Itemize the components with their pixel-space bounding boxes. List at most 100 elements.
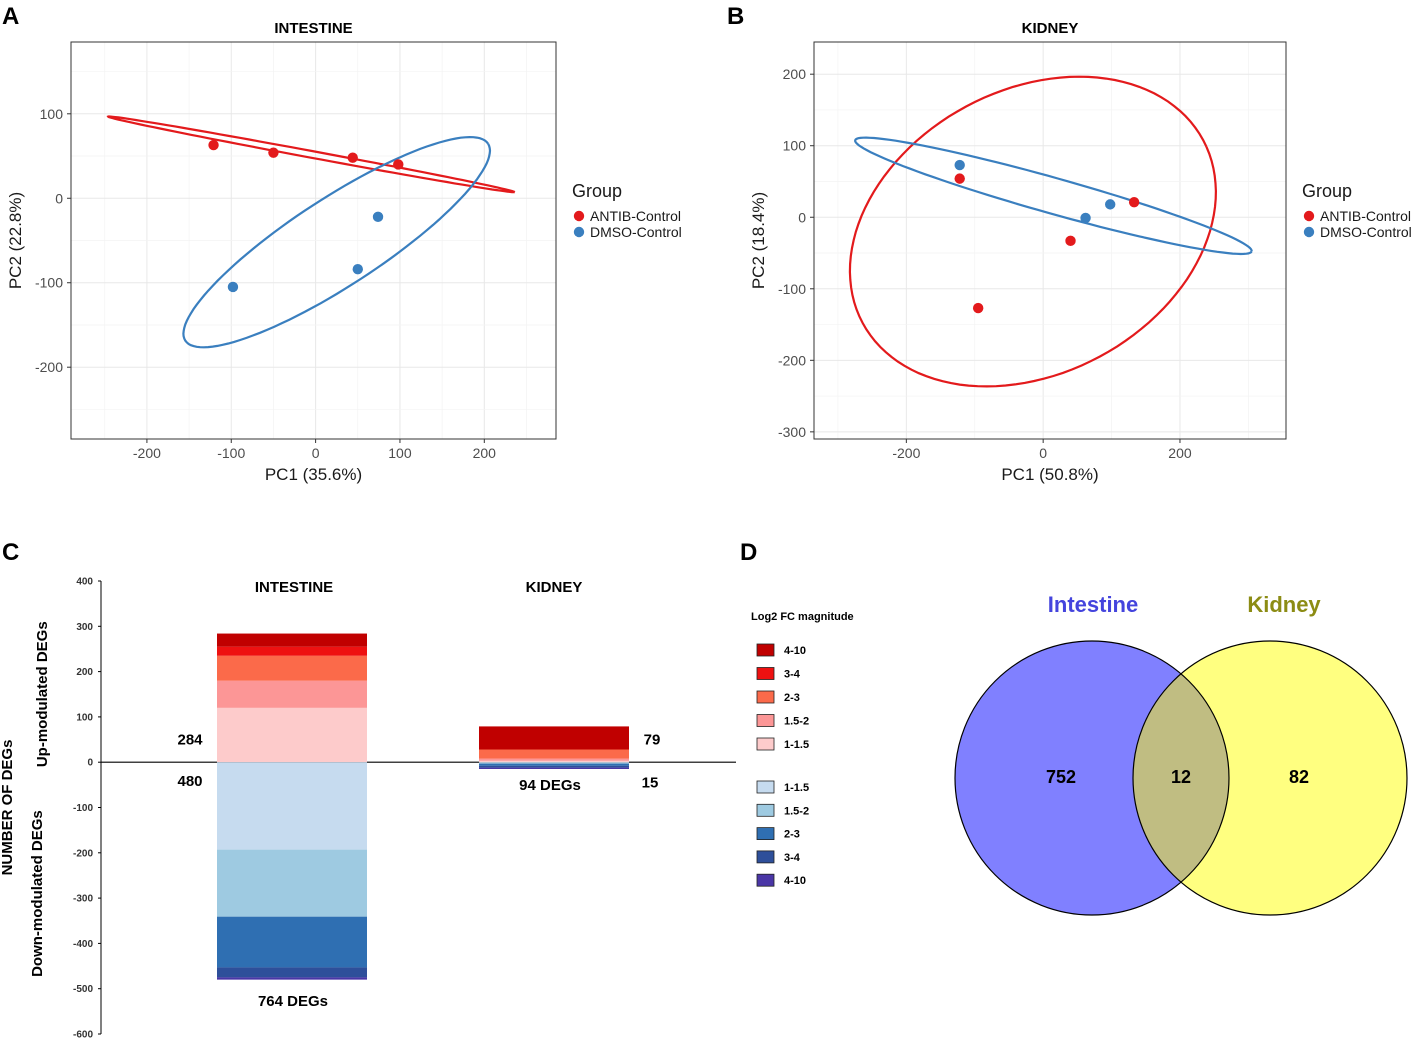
data-point — [1065, 235, 1076, 247]
venn-outline-intestine — [954, 640, 1230, 916]
x-tick-label: -100 — [217, 445, 245, 461]
y-tick-label: 0 — [87, 758, 93, 769]
chart-title: INTESTINE — [274, 20, 352, 37]
data-point — [1128, 197, 1140, 208]
confidence-ellipse — [854, 136, 1253, 256]
legend-label: DMSO-Control — [1320, 224, 1412, 240]
y-tick-label: 0 — [55, 190, 63, 206]
bar-segment-down — [479, 762, 629, 764]
panel-letter-d: D — [740, 539, 757, 566]
venn-intersection — [1133, 641, 1229, 915]
legend-label-down: 1-1.5 — [784, 782, 809, 794]
bar-segment-up — [217, 680, 367, 708]
legend-label-up: 2-3 — [784, 692, 800, 704]
venn-count-kidney: 82 — [1289, 767, 1309, 787]
legend-swatch-up — [756, 714, 775, 727]
plot-frame — [70, 41, 557, 440]
down-total-label: 15 — [642, 775, 659, 792]
y-tick-label: 100 — [783, 138, 807, 154]
legend-label-up: 1-1.5 — [784, 739, 809, 751]
venn-count-intestine: 752 — [1046, 767, 1076, 787]
bar-segment-down — [217, 762, 367, 850]
y-tick-label: 200 — [783, 66, 807, 82]
data-point — [393, 159, 404, 170]
bar-segment-down — [479, 765, 629, 768]
x-tick-label: 0 — [1039, 445, 1047, 461]
data-point — [972, 302, 984, 314]
deg-bar-panel: 400 300 200 100 0 -100 -200 -300 -400 -500 -600 NUM… — [0, 577, 854, 1038]
bar-segment-up — [217, 646, 367, 656]
bar-segment-up — [479, 760, 629, 763]
down-total-label: 480 — [177, 773, 202, 790]
data-point — [227, 281, 239, 293]
y-tick-label: -200 — [778, 352, 806, 368]
legend-marker — [573, 210, 585, 222]
group-title: KIDNEY — [526, 579, 583, 596]
y-axis-label: PC2 (18.4%) — [749, 192, 768, 289]
venn-title-intestine: Intestine — [1048, 592, 1138, 617]
y-tick-label: -200 — [73, 848, 93, 859]
y-axis-label-up: Up-modulated DEGs — [34, 621, 51, 767]
x-axis-label: PC1 (50.8%) — [1001, 465, 1098, 484]
total-degs-label: 94 DEGs — [519, 777, 581, 794]
venn-count-intersection: 12 — [1171, 767, 1191, 787]
x-tick-label: 200 — [473, 445, 497, 461]
y-tick-label: -300 — [73, 894, 93, 905]
x-tick-label: 100 — [388, 445, 412, 461]
x-axis-label: PC1 (35.6%) — [265, 465, 362, 484]
x-tick-label: -200 — [892, 445, 920, 461]
data-point — [954, 159, 965, 171]
y-tick-label: 100 — [40, 106, 64, 122]
data-point — [372, 211, 384, 223]
bar-segment-down — [217, 849, 367, 917]
y-tick-label: 200 — [76, 667, 93, 678]
y-tick-label: -200 — [35, 359, 63, 375]
y-tick-label: -500 — [73, 984, 93, 995]
bar-segment-up — [479, 749, 629, 759]
plot-frame — [813, 41, 1287, 440]
legend-label-down: 3-4 — [784, 852, 801, 864]
legend-swatch-up — [756, 690, 775, 704]
legend-label: ANTIB-Control — [1320, 208, 1411, 224]
y-tick-label: 0 — [798, 209, 806, 225]
confidence-ellipse — [848, 75, 1218, 388]
y-axis-label: PC2 (22.8%) — [6, 192, 25, 289]
legend-label: DMSO-Control — [590, 224, 682, 240]
venn-title-kidney: Kidney — [1247, 592, 1321, 617]
panel-letter-b: B — [727, 3, 744, 30]
bar-segment-up — [479, 758, 629, 761]
data-point — [347, 152, 358, 163]
y-tick-label: -300 — [778, 424, 806, 440]
legend-marker — [1303, 226, 1315, 238]
y-tick-label: -100 — [35, 275, 63, 291]
bar-segment-up — [217, 707, 367, 763]
x-tick-label: 200 — [1168, 445, 1192, 461]
y-tick-label: -400 — [73, 939, 93, 950]
y-tick-label: 100 — [76, 712, 93, 723]
legend-label-down: 1.5-2 — [784, 805, 809, 817]
y-axis-label-down: Down-modulated DEGs — [29, 810, 46, 977]
legend-label-up: 4-10 — [784, 645, 806, 657]
total-degs-label: 764 DEGs — [258, 993, 328, 1010]
venn-panel: Intestine Kidney 752 12 82 — [954, 592, 1408, 916]
bar-segment-down — [479, 767, 629, 769]
bar-segment-up — [217, 655, 367, 681]
legend-label: ANTIB-Control — [590, 208, 681, 224]
up-total-label: 284 — [177, 732, 203, 749]
legend-swatch-up — [756, 643, 775, 657]
up-total-label: 79 — [644, 732, 661, 749]
chart-title: KIDNEY — [1022, 20, 1079, 37]
legend-title: Group — [572, 181, 622, 201]
data-point — [268, 147, 279, 158]
bar-segment-down — [217, 967, 367, 978]
legend-title: Log2 FC magnitude — [751, 611, 854, 623]
bar-segment-down — [217, 916, 367, 968]
bar-segment-down — [479, 763, 629, 766]
bar-segment-down — [217, 977, 367, 980]
data-point — [1080, 212, 1091, 224]
bar-segment-up — [479, 726, 629, 750]
data-point — [208, 139, 219, 151]
legend-swatch-down — [756, 873, 775, 887]
y-tick-label: 400 — [76, 577, 93, 588]
legend-label-down: 2-3 — [784, 829, 800, 841]
